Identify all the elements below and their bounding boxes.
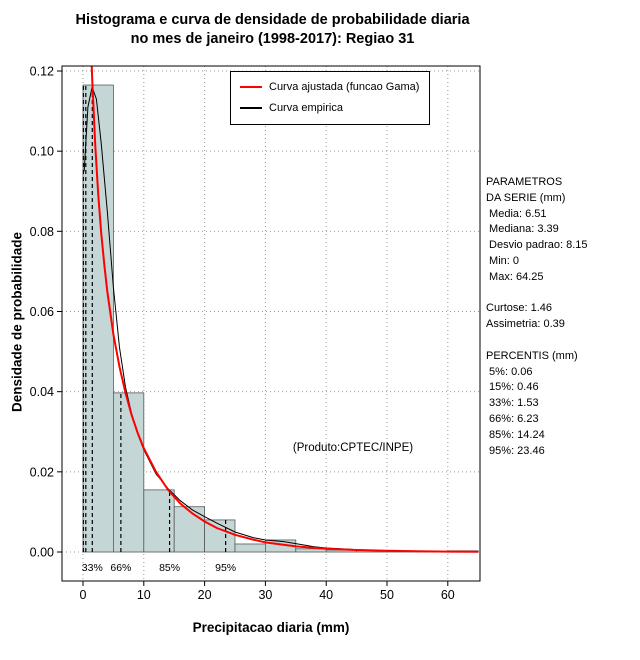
x-tick-label: 60 [441,588,455,602]
y-axis-label: Densidade de probabilidade [9,231,25,413]
legend: Curva ajustada (funcao Gama) Curva empir… [230,71,431,125]
legend-label-gamma: Curva ajustada (funcao Gama) [269,81,420,93]
percentile-label: 33% [82,562,103,574]
y-tick-label: 0.12 [30,65,54,79]
stats-line: Mediana: 3.39 [486,223,559,236]
percentile-lines [82,85,227,552]
x-tick-label: 30 [258,588,272,602]
histogram-bar [204,519,236,553]
legend-label-empirical: Curva empirica [269,102,343,114]
y-tick-label: 0.08 [30,225,54,239]
x-tick-label: 0 [80,588,87,602]
legend-item-gamma: Curva ajustada (funcao Gama) [240,80,419,94]
stats-line: 15%: 0.46 [486,381,539,394]
stats-line: Media: 6.51 [486,207,547,220]
histogram-bar [234,543,266,553]
stats-line: 85%: 14.24 [486,428,545,441]
stats-line: Desvio padrao: 8.15 [486,239,588,252]
stats-line [486,333,588,349]
stats-line: PARAMETROS [486,176,563,188]
percentile-label: 95% [215,562,236,574]
stats-line: Curtose: 1.46 [486,302,553,315]
y-tick-label: 0.02 [30,465,54,479]
chart-title-line1: Histograma e curva de densidade de proba… [75,12,470,28]
stats-line: PERCENTIS (mm) [486,349,578,362]
y-tick-label: 0.10 [30,145,54,159]
y-tick-label: 0.00 [30,546,54,560]
stats-line: Min: 0 [486,254,520,267]
x-tick-label: 20 [198,588,212,602]
stats-line: 5%: 0.06 [486,365,533,378]
histogram-bar [173,506,205,553]
x-tick-label: 50 [380,588,394,602]
histogram-bars [82,84,479,553]
stats-line [486,286,588,302]
y-tick-label: 0.06 [30,305,54,319]
empirical-curve-line-sample [240,107,262,109]
axes: 0 10 20 30 40 50 60 0.00 0.02 0.04 0.06 0.08 0.10 0.1… [30,65,455,603]
legend-item-empirical: Curva empirica [240,101,419,115]
x-tick-label: 10 [137,588,151,602]
stats-line: DA SERIE (mm) [486,191,566,204]
percentile-label: 85% [159,562,180,574]
stats-line: 66%: 6.23 [486,412,539,425]
x-tick-label: 40 [319,588,333,602]
gamma-curve-line-sample [240,86,262,88]
percentile-label: 66% [110,562,131,574]
histogram-bar [113,392,145,553]
stats-line: 95%: 23.46 [486,444,545,457]
stats-line: 33%: 1.53 [486,397,539,410]
product-annotation: (Produto:CPTEC/INPE) [292,442,414,454]
stats-line: Assimetria: 0.39 [486,318,565,331]
stats-panel: PARAMETROS DA SERIE (mm) Media: 6.51 Medi… [486,175,588,459]
chart-title: Histograma e curva de densidade de proba… [0,11,545,49]
y-tick-label: 0.04 [30,385,54,399]
histogram-bar [82,84,114,553]
gamma-curve [90,66,479,553]
x-axis-label: Precipitacao diaria (mm) [192,620,350,635]
plot-box [61,65,481,582]
percentile-labels: 33% 66% 85% 95% [82,562,236,574]
chart-title-line2: no mes de janeiro (1998-2017): Regiao 31 [130,31,415,47]
stats-line: Max: 64.25 [486,270,544,283]
